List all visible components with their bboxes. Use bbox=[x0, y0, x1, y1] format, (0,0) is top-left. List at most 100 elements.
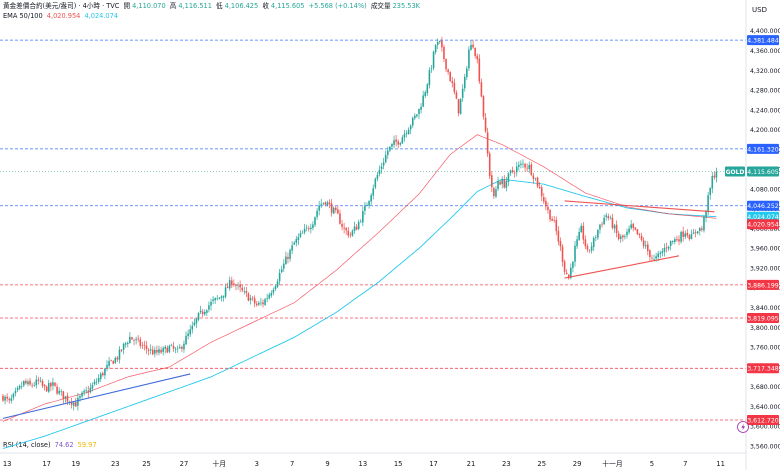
candle-body[interactable] bbox=[584, 239, 587, 247]
candle-body[interactable] bbox=[368, 200, 370, 206]
candle-body[interactable] bbox=[95, 381, 98, 383]
candle-body[interactable] bbox=[262, 302, 264, 305]
candle-body[interactable] bbox=[380, 166, 383, 169]
candle-body[interactable] bbox=[131, 337, 133, 340]
candle-body[interactable] bbox=[557, 230, 560, 242]
candle-body[interactable] bbox=[33, 385, 35, 386]
candle-body[interactable] bbox=[179, 347, 181, 349]
candle-body[interactable] bbox=[632, 223, 635, 228]
candle-body[interactable] bbox=[266, 298, 268, 299]
candle-body[interactable] bbox=[461, 88, 464, 98]
candle-body[interactable] bbox=[303, 228, 306, 233]
candle-body[interactable] bbox=[141, 345, 144, 346]
candle-body[interactable] bbox=[567, 274, 570, 279]
candle-body[interactable] bbox=[661, 251, 664, 254]
candle-body[interactable] bbox=[210, 301, 212, 306]
candle-body[interactable] bbox=[447, 69, 449, 73]
candle-body[interactable] bbox=[476, 55, 479, 60]
candle-body[interactable] bbox=[362, 211, 364, 223]
candle-body[interactable] bbox=[430, 68, 433, 70]
candle-body[interactable] bbox=[64, 396, 67, 399]
candle-body[interactable] bbox=[231, 280, 233, 285]
candle-body[interactable] bbox=[162, 348, 164, 352]
candle-body[interactable] bbox=[174, 348, 177, 350]
candle-body[interactable] bbox=[222, 295, 225, 298]
candle-body[interactable] bbox=[99, 373, 102, 379]
candle-body[interactable] bbox=[253, 298, 256, 304]
candle-body[interactable] bbox=[355, 226, 358, 230]
candle-body[interactable] bbox=[524, 163, 526, 168]
candle-body[interactable] bbox=[561, 246, 564, 262]
candle-body[interactable] bbox=[682, 231, 684, 237]
trendline[interactable] bbox=[564, 255, 680, 279]
candle-body[interactable] bbox=[617, 233, 620, 240]
candle-body[interactable] bbox=[249, 298, 252, 301]
candle-body[interactable] bbox=[139, 339, 142, 346]
candle-body[interactable] bbox=[25, 380, 27, 384]
candle-body[interactable] bbox=[272, 289, 275, 293]
candle-body[interactable] bbox=[457, 99, 460, 114]
candle-body[interactable] bbox=[378, 169, 381, 175]
candle-body[interactable] bbox=[422, 95, 424, 107]
ema50-line[interactable] bbox=[2, 134, 717, 422]
candle-body[interactable] bbox=[540, 187, 543, 197]
candle-body[interactable] bbox=[193, 322, 196, 326]
candle-body[interactable] bbox=[118, 349, 121, 360]
candle-body[interactable] bbox=[50, 382, 52, 387]
candle-body[interactable] bbox=[713, 175, 716, 178]
candle-body[interactable] bbox=[52, 382, 54, 386]
candle-body[interactable] bbox=[493, 188, 495, 196]
candle-body[interactable] bbox=[647, 244, 649, 252]
candle-body[interactable] bbox=[70, 401, 73, 405]
candle-body[interactable] bbox=[233, 283, 235, 285]
candle-body[interactable] bbox=[283, 263, 285, 269]
candle-body[interactable] bbox=[414, 115, 416, 119]
candle-body[interactable] bbox=[345, 228, 347, 231]
candle-body[interactable] bbox=[137, 338, 139, 340]
candle-body[interactable] bbox=[245, 291, 248, 294]
candle-body[interactable] bbox=[613, 225, 616, 229]
candle-body[interactable] bbox=[491, 175, 493, 188]
candle-body[interactable] bbox=[401, 137, 404, 144]
candle-body[interactable] bbox=[690, 234, 693, 239]
candle-body[interactable] bbox=[484, 117, 487, 132]
candle-body[interactable] bbox=[168, 345, 171, 352]
candle-body[interactable] bbox=[676, 239, 678, 241]
trendline[interactable] bbox=[2, 373, 191, 419]
candle-body[interactable] bbox=[353, 226, 356, 231]
candle-body[interactable] bbox=[87, 390, 90, 393]
candle-body[interactable] bbox=[686, 232, 689, 236]
candle-body[interactable] bbox=[47, 383, 50, 392]
candle-body[interactable] bbox=[592, 237, 595, 247]
candle-body[interactable] bbox=[143, 344, 146, 346]
candle-body[interactable] bbox=[278, 272, 281, 282]
candle-body[interactable] bbox=[432, 51, 435, 69]
candle-body[interactable] bbox=[505, 180, 508, 188]
candle-body[interactable] bbox=[251, 297, 254, 299]
candle-body[interactable] bbox=[199, 310, 202, 313]
candle-body[interactable] bbox=[289, 249, 291, 259]
candle-body[interactable] bbox=[104, 368, 106, 376]
candle-body[interactable] bbox=[640, 235, 643, 241]
candle-body[interactable] bbox=[343, 227, 345, 229]
candle-body[interactable] bbox=[555, 219, 558, 232]
candle-body[interactable] bbox=[160, 349, 162, 353]
candle-body[interactable] bbox=[206, 310, 208, 313]
ema100-line[interactable] bbox=[2, 178, 717, 449]
candle-body[interactable] bbox=[264, 299, 266, 305]
symbol-title[interactable]: 黃金差價合約(美元/盎司) · 4小時 · TVC bbox=[3, 2, 120, 10]
candle-body[interactable] bbox=[657, 253, 659, 257]
candle-body[interactable] bbox=[66, 395, 69, 402]
candle-body[interactable] bbox=[526, 167, 528, 169]
candle-body[interactable] bbox=[638, 234, 641, 235]
candle-body[interactable] bbox=[655, 256, 657, 259]
candle-body[interactable] bbox=[651, 257, 653, 259]
candle-body[interactable] bbox=[349, 234, 352, 236]
candle-body[interactable] bbox=[189, 329, 191, 335]
candle-body[interactable] bbox=[538, 186, 541, 188]
candle-body[interactable] bbox=[572, 261, 574, 268]
candle-body[interactable] bbox=[183, 343, 185, 350]
candle-body[interactable] bbox=[543, 197, 545, 202]
candle-body[interactable] bbox=[628, 228, 630, 233]
candle-body[interactable] bbox=[520, 163, 522, 165]
